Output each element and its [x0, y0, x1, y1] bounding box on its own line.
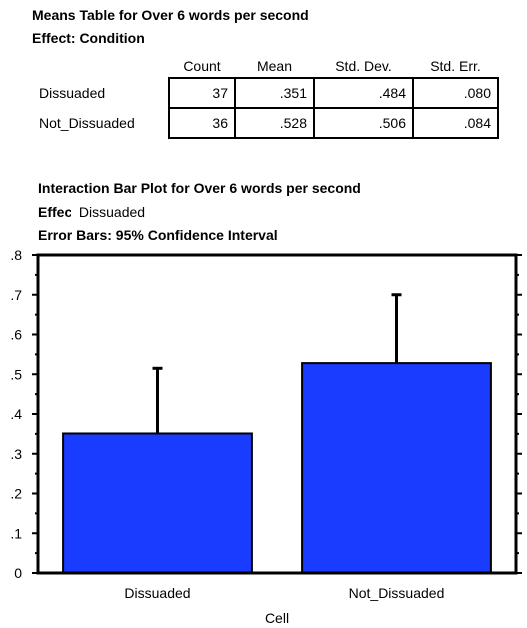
plot-effect-label: Effect — [38, 204, 77, 220]
chart-marks — [62, 293, 492, 575]
row-label: Not_Dissuaded — [39, 115, 135, 131]
row-label: Dissuaded — [39, 85, 106, 101]
table-effect-label: Effect: Condition — [32, 30, 145, 46]
y-tick-label: .6 — [10, 327, 22, 343]
cell-std-err: .080 — [412, 77, 499, 109]
cell-std-dev: .484 — [313, 77, 414, 109]
cell-std-err: .084 — [412, 107, 499, 139]
plot-effect-value: Dissuaded — [70, 204, 146, 220]
error-bars-label: Error Bars: 95% Confidence Interval — [38, 227, 278, 243]
means-table: Count Mean Std. Dev. Std. Err. Dissuaded… — [32, 55, 499, 139]
y-tick-label: 0 — [14, 565, 22, 581]
cell-count: 36 — [168, 107, 236, 139]
y-tick-label: .1 — [10, 525, 22, 541]
table-title: Means Table for Over 6 words per second — [32, 7, 309, 23]
chart-axes: Dissuaded Not_Dissuaded 0 .1 .2 .3 .4 .5 .6 .7 .8 C… — [10, 247, 522, 626]
bar — [301, 362, 492, 574]
cell-std-dev: .506 — [313, 107, 414, 139]
x-tick-label: Dissuaded — [124, 585, 190, 601]
header-std-dev: Std. Dev. — [335, 58, 392, 74]
y-tick-label: .8 — [10, 247, 22, 263]
y-tick-label: .7 — [10, 287, 22, 303]
y-tick-label: .2 — [10, 486, 22, 502]
x-axis-label: Cell — [265, 610, 289, 626]
cell-count: 37 — [168, 77, 236, 109]
plot-title: Interaction Bar Plot for Over 6 words pe… — [38, 180, 361, 196]
cell-mean: .528 — [234, 107, 315, 139]
bar — [62, 432, 253, 575]
header-std-err: Std. Err. — [430, 58, 481, 74]
header-mean: Mean — [256, 58, 293, 74]
y-tick-label: .4 — [10, 406, 22, 422]
header-count: Count — [183, 58, 221, 74]
y-tick-label: .3 — [10, 446, 22, 462]
cell-mean: .351 — [234, 77, 315, 109]
y-tick-label: .5 — [10, 366, 22, 382]
table-header-row: Count Mean Std. Dev. Std. Err. — [32, 55, 498, 78]
table-row: Not_Dissuaded 36 .528 .506 .084 — [32, 107, 499, 139]
table-row: Dissuaded 37 .351 .484 .080 — [32, 77, 499, 109]
x-tick-label: Not_Dissuaded — [349, 585, 445, 601]
plot-effect-line: Effect Dissuaded — [38, 204, 146, 220]
